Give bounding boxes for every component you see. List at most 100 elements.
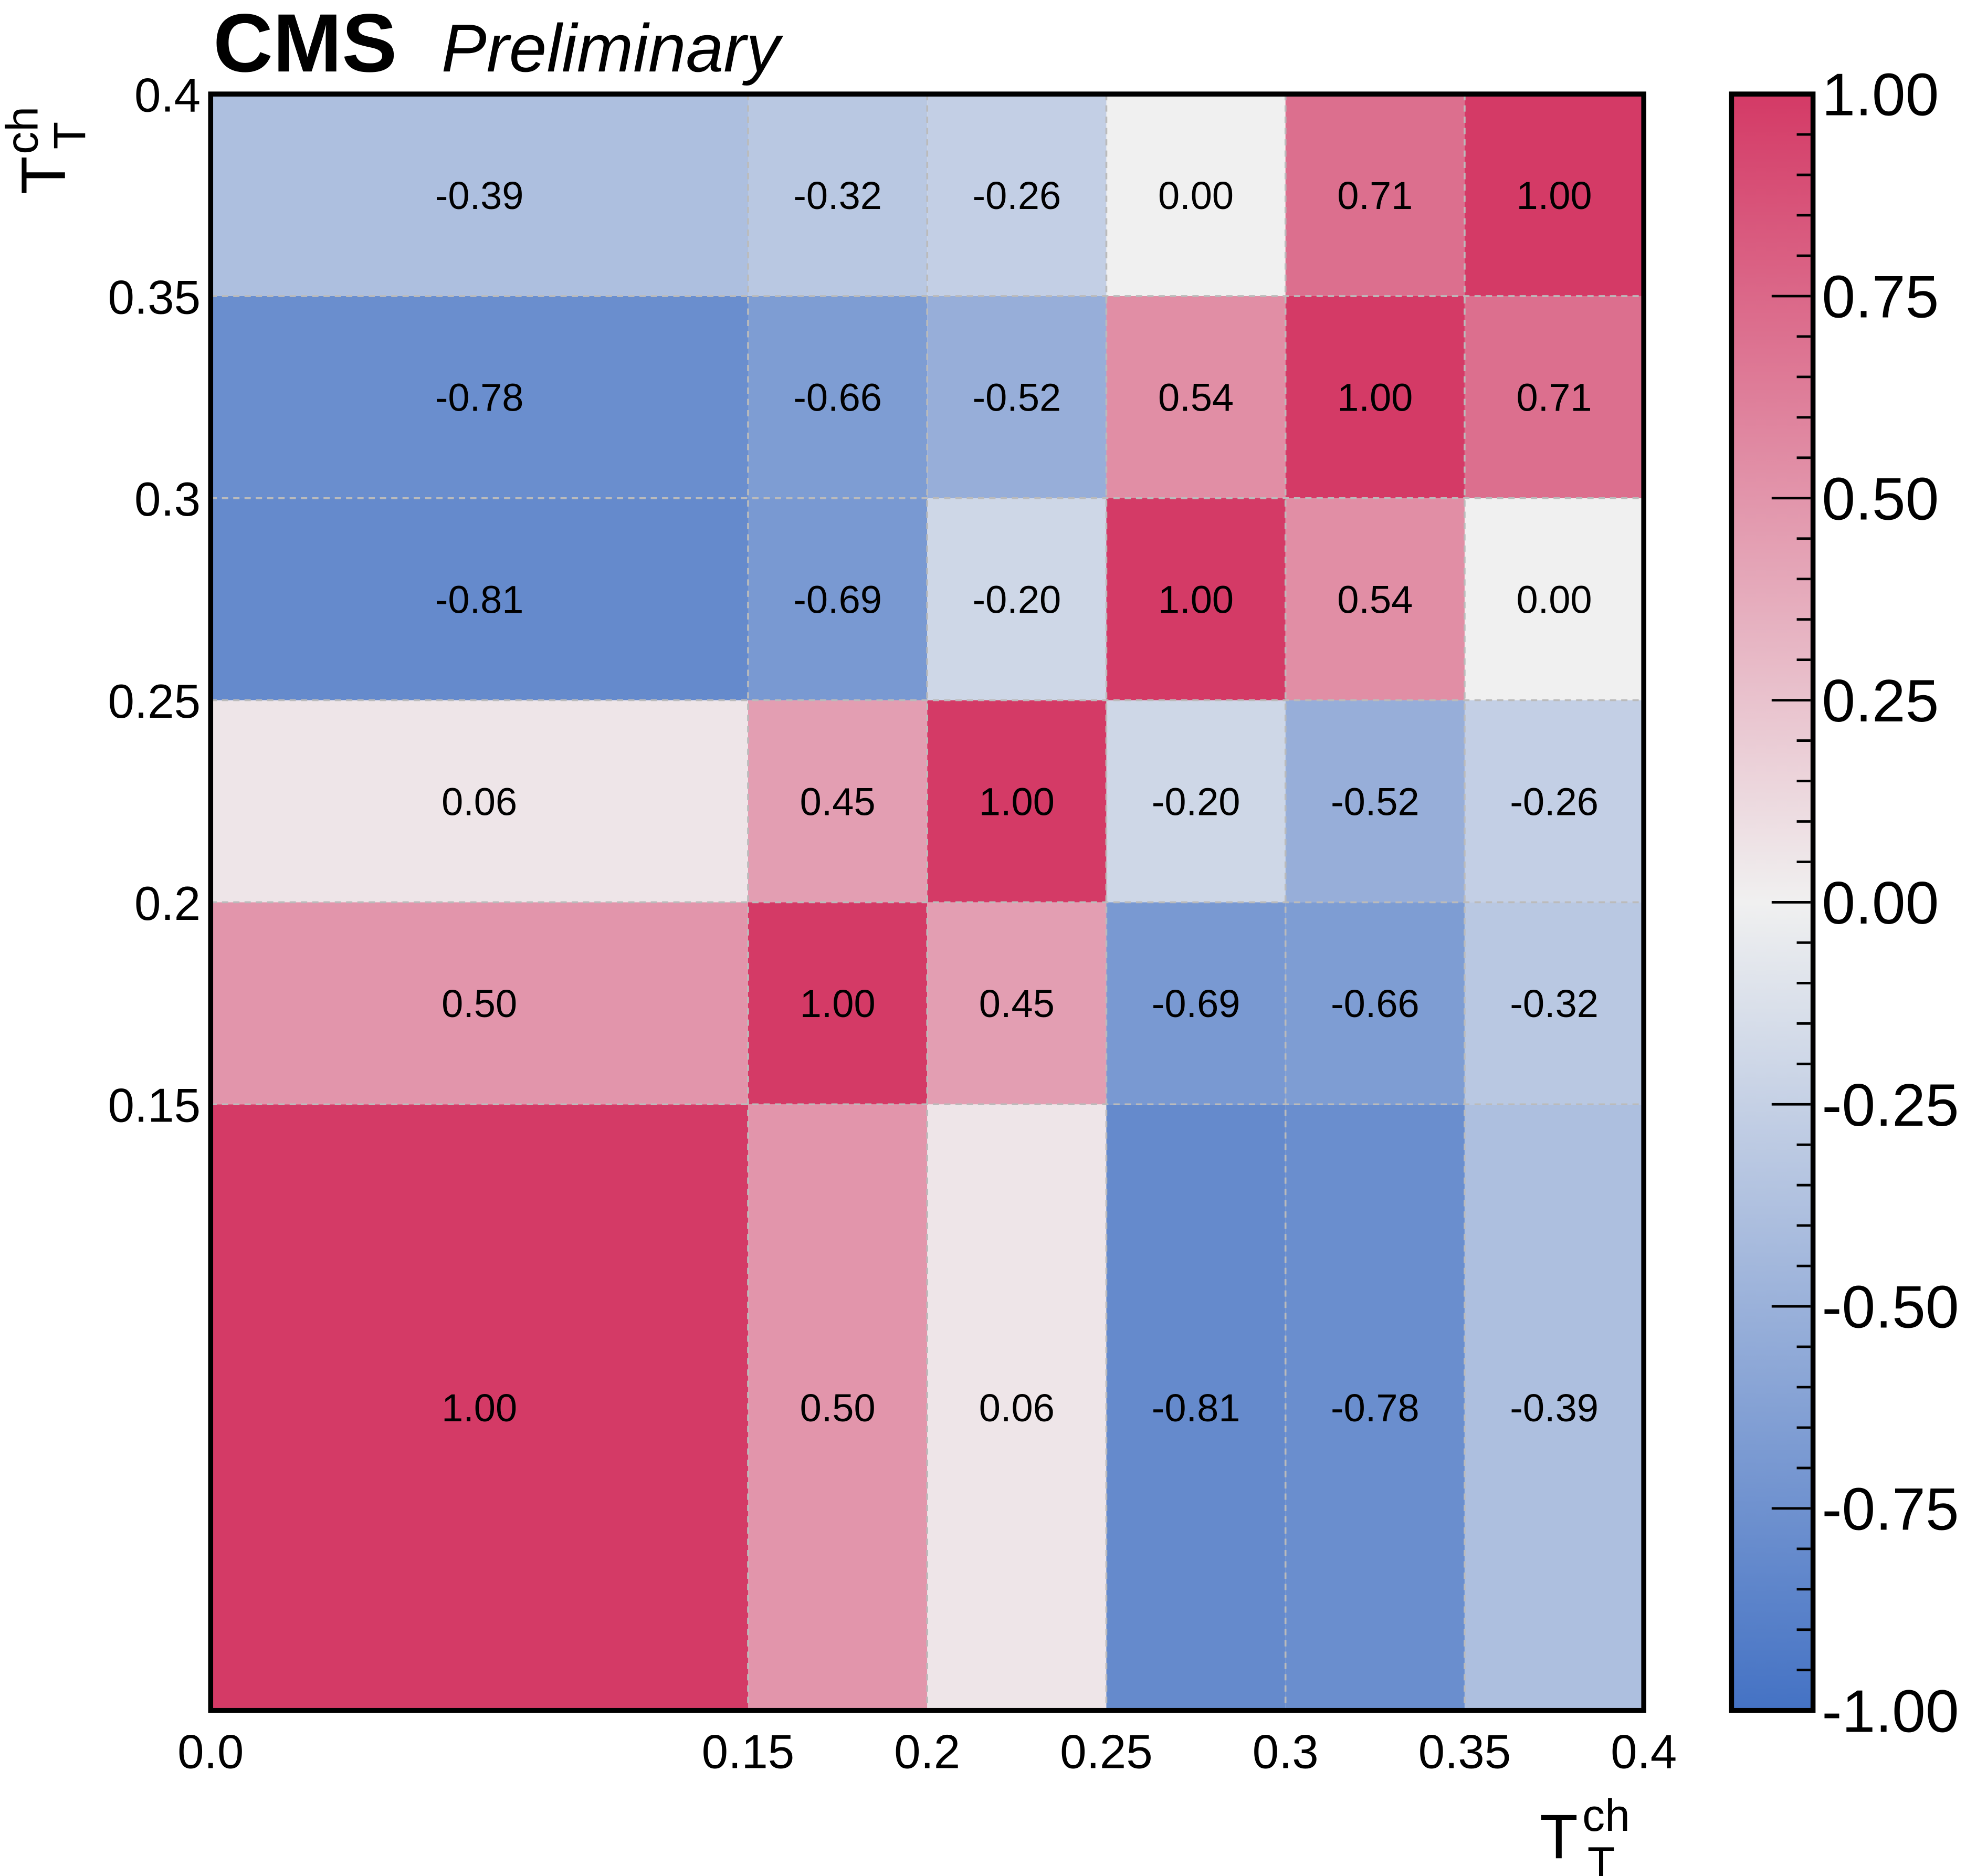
x-tick-label: 0.3 <box>1253 1726 1319 1779</box>
colorbar-tick-label: 0.75 <box>1822 264 1939 331</box>
cell-value-label: -0.20 <box>972 578 1061 621</box>
cell-value-label: 0.54 <box>1337 578 1413 621</box>
heatmap-cell <box>1464 700 1644 903</box>
colorbar-tick-label: -1.00 <box>1822 1678 1959 1745</box>
heatmap-cell <box>748 498 928 700</box>
heatmap-cell <box>748 296 928 498</box>
colorbar-ticks: -1.00 -0.75 -0.50 -0.25 0.00 0.25 0.50 0.75 1.00 <box>1771 61 1959 1745</box>
colorbar-tick-label: -0.50 <box>1822 1274 1959 1341</box>
heatmap-cell <box>927 902 1107 1105</box>
heatmap-cell <box>1464 1104 1644 1711</box>
x-tick-label: 0.25 <box>1060 1726 1153 1779</box>
heatmap-cell <box>927 296 1107 498</box>
heatmap-cell <box>1106 498 1286 700</box>
cell-value-label: 0.71 <box>1517 376 1592 420</box>
cell-value-label: -0.39 <box>1510 1386 1599 1430</box>
heatmap-cell <box>927 498 1107 700</box>
heatmap-cell <box>211 902 748 1105</box>
y-tick-label: 0.25 <box>108 675 201 728</box>
heatmap-cell <box>927 94 1107 296</box>
heatmap-cell <box>1285 1104 1465 1711</box>
cell-value-label: -0.26 <box>1510 780 1599 823</box>
heatmap-cell <box>211 498 748 700</box>
heatmap-cell <box>927 700 1107 903</box>
cell-value-label: -0.66 <box>1331 982 1420 1025</box>
cell-value-label: -0.32 <box>1510 982 1599 1025</box>
cell-value-label: 1.00 <box>800 982 876 1025</box>
cell-value-label: 0.45 <box>979 982 1055 1025</box>
cell-labels: 1.00 0.50 0.06 -0.81 -0.78 -0.39 0.50 1.00 0.45 -… <box>435 174 1599 1430</box>
cell-value-label: 0.00 <box>1158 174 1234 217</box>
heatmap-cell <box>1285 700 1465 903</box>
cell-value-label: 1.00 <box>441 1386 517 1430</box>
cell-value-label: 0.45 <box>800 780 876 823</box>
cell-value-label: 0.00 <box>1517 578 1592 621</box>
heatmap-cell <box>748 700 928 903</box>
heatmap-cell <box>1106 296 1286 498</box>
colorbar-tick-label: 0.25 <box>1822 667 1939 735</box>
x-axis-title: T ch T <box>1540 1790 1630 1876</box>
cell-value-label: -0.52 <box>972 376 1061 420</box>
y-tick-label: 0.15 <box>108 1080 201 1133</box>
grid-lines <box>211 94 1644 1711</box>
heatmap-cell <box>1106 1104 1286 1711</box>
cell-value-label: 0.71 <box>1337 174 1413 217</box>
heatmap-cell <box>748 1104 928 1711</box>
cell-value-label: -0.81 <box>1152 1386 1240 1430</box>
y-tick-labels: 0.15 0.2 0.25 0.3 0.35 0.4 <box>108 69 201 1133</box>
svg-text:ch: ch <box>1582 1790 1630 1841</box>
x-tick-label: 0.4 <box>1611 1726 1677 1779</box>
svg-text:ch: ch <box>0 107 48 154</box>
colorbar-tick-label: 1.00 <box>1822 61 1939 129</box>
colorbar-tick-label: -0.25 <box>1822 1072 1959 1139</box>
cell-value-label: 1.00 <box>979 780 1055 823</box>
x-tick-label: 0.15 <box>702 1726 795 1779</box>
cell-value-label: 1.00 <box>1158 578 1234 621</box>
x-tick-labels: 0.0 0.15 0.2 0.25 0.3 0.35 0.4 <box>177 1726 1677 1779</box>
svg-text:T: T <box>1587 1838 1615 1876</box>
svg-text:T: T <box>1540 1802 1578 1872</box>
cell-value-label: 1.00 <box>1517 174 1592 217</box>
cell-value-label: 0.50 <box>441 982 517 1025</box>
heatmap-cell <box>211 700 748 903</box>
cms-label: CMS <box>213 0 397 89</box>
cell-value-label: -0.78 <box>435 376 524 420</box>
heatmap-cell <box>1464 902 1644 1105</box>
cell-value-label: -0.78 <box>1331 1386 1420 1430</box>
heatmap-cell <box>211 1104 748 1711</box>
cell-value-label: -0.39 <box>435 174 524 217</box>
cell-value-label: 0.06 <box>441 780 517 823</box>
heatmap-cell <box>927 1104 1107 1711</box>
heatmap-cell <box>211 296 748 498</box>
cell-value-label: 0.54 <box>1158 376 1234 420</box>
heatmap-cell <box>1464 498 1644 700</box>
cell-value-label: -0.20 <box>1152 780 1240 823</box>
heatmap-cell <box>748 902 928 1105</box>
heatmap-cell <box>1106 94 1286 296</box>
cell-value-label: -0.69 <box>793 578 882 621</box>
cell-value-label: 0.06 <box>979 1386 1055 1430</box>
colorbar-tick-label: 0.50 <box>1822 465 1939 532</box>
heatmap-cell <box>211 94 748 296</box>
preliminary-label: Preliminary <box>441 11 783 86</box>
svg-text:T: T <box>45 122 95 150</box>
plot-frame <box>208 91 1646 1713</box>
y-tick-label: 0.2 <box>134 877 201 930</box>
heatmap-cell <box>1464 296 1644 498</box>
cell-value-label: -0.66 <box>793 376 882 420</box>
x-tick-label: 0.35 <box>1418 1726 1511 1779</box>
x-tick-label: 0.2 <box>894 1726 960 1779</box>
colorbar-tick-label: 0.00 <box>1822 869 1939 937</box>
heatmap-cells <box>211 94 1644 1711</box>
y-tick-label: 0.3 <box>134 473 201 526</box>
heatmap-cell <box>1285 296 1465 498</box>
heatmap-cell <box>1464 94 1644 296</box>
x-tick-label: 0.0 <box>177 1726 244 1779</box>
heatmap-cell <box>748 94 928 296</box>
y-tick-label: 0.4 <box>134 69 201 122</box>
cell-value-label: -0.26 <box>972 174 1061 217</box>
cell-value-label: -0.69 <box>1152 982 1240 1025</box>
heatmap-cell <box>1106 700 1286 903</box>
heatmap-cell <box>1106 902 1286 1105</box>
heatmap-cell <box>1285 902 1465 1105</box>
